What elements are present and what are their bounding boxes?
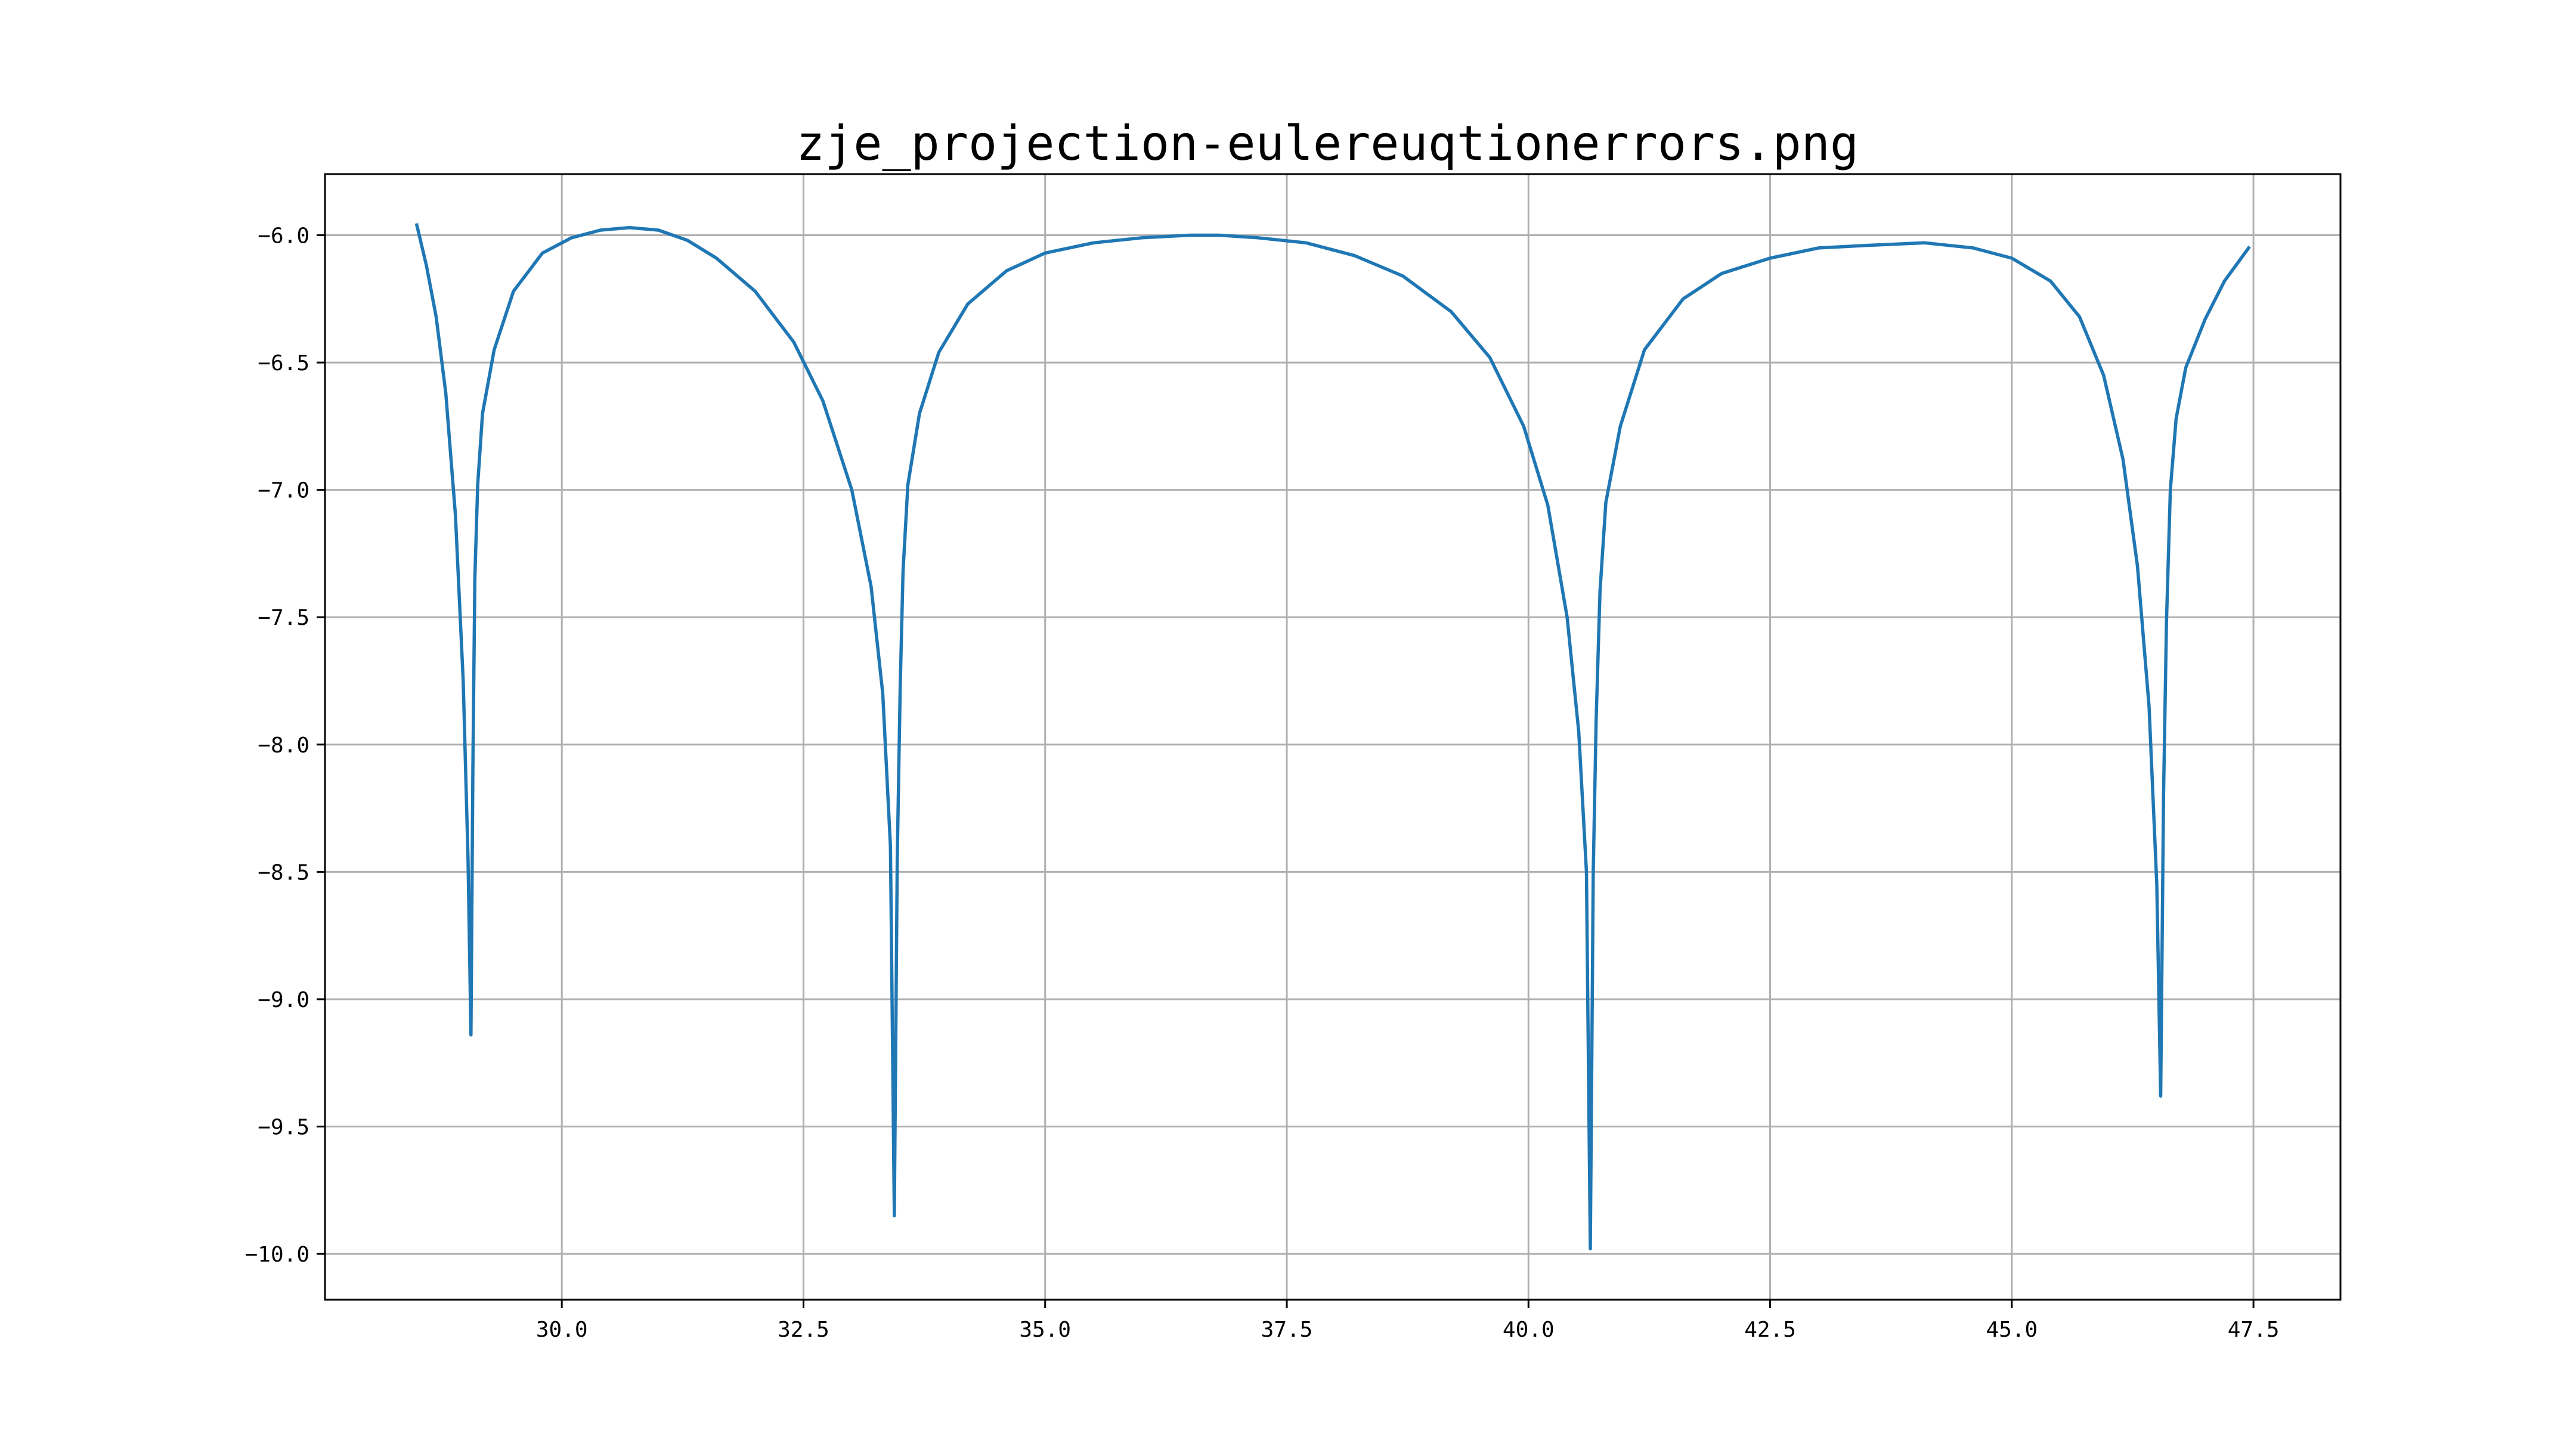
x-tick-label: 47.5 (2228, 1318, 2280, 1342)
x-tick-label: 37.5 (1261, 1318, 1313, 1342)
y-tick-label: −9.0 (258, 988, 309, 1012)
x-tick-label: 32.5 (778, 1318, 829, 1342)
axes-frame (324, 173, 2342, 1301)
y-tick-label: −8.5 (258, 860, 309, 885)
series-layer (414, 223, 2251, 1251)
y-tick-label: −6.0 (258, 224, 309, 249)
y-tick-label: −10.0 (245, 1243, 309, 1267)
series-line (414, 223, 2251, 1251)
x-tick-label: 45.0 (1986, 1318, 2038, 1342)
y-tick-label: −7.5 (258, 606, 309, 630)
x-tick-label: 40.0 (1503, 1318, 1555, 1342)
y-tick-label: −6.5 (258, 351, 309, 376)
grid (325, 174, 2340, 1300)
x-tick-label: 30.0 (536, 1318, 588, 1342)
ticks: 30.0 32.5 35.0 37.5 40.0 42.5 45.0 47.5 −6.0 −6.5… (245, 224, 2280, 1342)
x-tick-label: 42.5 (1744, 1318, 1796, 1342)
x-tick-label: 35.0 (1019, 1318, 1071, 1342)
chart-title: zje_projection-eulereuqtionerrors.png (796, 116, 1859, 171)
y-tick-label: −7.0 (258, 479, 309, 503)
y-tick-label: −8.0 (258, 733, 309, 758)
y-tick-label: −9.5 (258, 1116, 309, 1140)
